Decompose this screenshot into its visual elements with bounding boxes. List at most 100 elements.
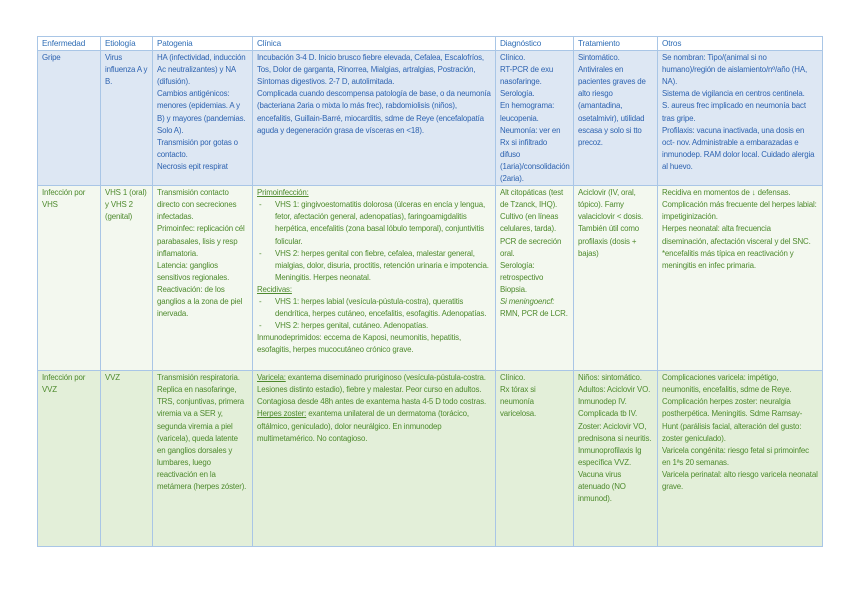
text: Varicela perinatal: alto riesgo varicela… [662, 469, 818, 491]
paragraph: HA (infectividad, inducción Ac neutraliz… [157, 52, 248, 88]
paragraph: Complicación más frecuente del herpes la… [662, 199, 818, 223]
paragraph: Si meningoencf: [500, 296, 569, 308]
text: Primoinfec: replicación cél parabasales,… [157, 224, 245, 258]
paragraph: Infección por VHS [42, 187, 96, 211]
paragraph: Transmisión respiratoria. Replica en nas… [157, 372, 248, 493]
column-header-enfermedad: Enfermedad [37, 35, 101, 52]
text: VHS 2: herpes genital con fiebre, cefale… [275, 248, 489, 282]
paragraph: Cultivo (en líneas celulares, tarda). [500, 211, 569, 235]
text: Recidiva en momentos de ↓ defensas. [662, 188, 791, 198]
text: HA (infectividad, inducción Ac neutraliz… [157, 53, 246, 87]
text: Rx tórax si neumonía varicelosa. [500, 385, 537, 419]
section-heading: Herpes zoster: [257, 409, 307, 419]
text: Biopsia. [500, 284, 527, 294]
text: Cambios antigénicos: menores (epidemias.… [157, 89, 246, 135]
text: Transmisión por gotas o contacto. [157, 137, 238, 159]
paragraph: Antivirales en pacientes graves de alto … [578, 64, 653, 149]
text: Sintomático. [578, 53, 620, 63]
text: Latencia: ganglios sensitivos regionales… [157, 260, 230, 282]
cell-enfermedad: Infección por VHS [37, 185, 101, 372]
paragraph: Inmunodeprimidos: eccema de Kaposi, neum… [257, 332, 491, 356]
text: Serología: retrospectivo [500, 260, 544, 282]
text: Sistema de vigilancia en centros centine… [662, 89, 805, 99]
paragraph: Sistema de vigilancia en centros centine… [662, 88, 818, 100]
text: Complicación herpes zoster: neuralgia po… [662, 397, 803, 443]
paragraph: Complicaciones varicela: impétigo, neumo… [662, 372, 818, 396]
paragraph: Herpes neonatal: alta frecuencia disemin… [662, 223, 818, 247]
text: Gripe [42, 53, 61, 63]
column-header-diagnostico: Diagnóstico [495, 35, 574, 52]
text: Incubación 3-4 D. Inicio brusco fiebre e… [257, 53, 484, 87]
text: Antivirales en pacientes graves de alto … [578, 65, 646, 147]
paragraph: Niños: sintomático. [578, 372, 653, 384]
paragraph: S. aureus frec implicado en neumonía bac… [662, 100, 818, 124]
text: Varicela congénita: riesgo fetal si prim… [662, 445, 809, 467]
paragraph: Cambios antigénicos: menores (epidemias.… [157, 88, 248, 136]
paragraph: Primoinfec: replicación cél parabasales,… [157, 223, 248, 259]
cell-otros: Se nombran: Tipo/(animal si no humano)/r… [657, 50, 823, 187]
text: Alt citopáticas (test de Tzanck, IHQ). [500, 188, 564, 210]
cell-diagnostico: Alt citopáticas (test de Tzanck, IHQ). Cu… [495, 185, 574, 372]
cell-patogenia: HA (infectividad, inducción Ac neutraliz… [152, 50, 253, 187]
text: Cultivo (en líneas celulares, tarda). [500, 212, 559, 234]
paragraph: Inmunoprofilaxis Ig específica VVZ. Vacu… [578, 445, 653, 505]
section-heading: Recidivas: [257, 284, 292, 294]
cell-otros: Complicaciones varicela: impétigo, neumo… [657, 370, 823, 548]
text: Necrosis epit respirat [157, 161, 228, 171]
text: Aciclovir (IV, oral, tópico). Famy valac… [578, 188, 644, 222]
text: VHS 2: herpes genital, cutáneo. Adenopat… [275, 321, 429, 331]
paragraph: Varicela perinatal: alto riesgo varicela… [662, 469, 818, 493]
cell-tratamiento: Niños: sintomático. Adultos: Aciclovir VO… [573, 370, 658, 548]
paragraph: Biopsia. [500, 284, 569, 296]
cell-patogenia: Transmisión contacto directo con secreci… [152, 185, 253, 372]
paragraph: Aciclovir (IV, oral, tópico). Famy valac… [578, 187, 653, 223]
bullet-item: VHS 1: herpes labial (vesícula-pústula-c… [257, 296, 491, 320]
paragraph: Primoinfección: [257, 187, 491, 199]
paragraph: *encefalitis más típica en reactivación … [662, 248, 818, 272]
paragraph: Varicela congénita: riesgo fetal si prim… [662, 445, 818, 469]
text: VHS 1 (oral) y VHS 2 (genital) [105, 188, 147, 222]
column-header-etiologia: Etiología [100, 35, 153, 52]
bullet-item: VHS 2: herpes genital, cutáneo. Adenopat… [257, 320, 491, 332]
text: Transmisión contacto directo con secreci… [157, 188, 237, 222]
cell-clinica: Primoinfección: VHS 1: gingivoestomatitis… [252, 185, 496, 372]
paragraph: Virus influenza A y B. [105, 52, 148, 88]
paragraph: Necrosis epit respirat [157, 161, 248, 173]
cell-etiologia: VHS 1 (oral) y VHS 2 (genital) [100, 185, 153, 372]
paragraph: Recidivas: [257, 284, 491, 296]
cell-etiologia: VVZ [100, 370, 153, 548]
text: Virus influenza A y B. [105, 53, 148, 87]
text: Clínico. [500, 373, 526, 383]
text: También útil como profilaxis (dosis + ba… [578, 224, 640, 258]
text: Herpes neonatal: alta frecuencia disemin… [662, 224, 811, 246]
paragraph: Clínico. [500, 52, 569, 64]
section-heading: Primoinfección: [257, 188, 309, 198]
text: Zoster: Aciclovir VO, prednisona si neur… [578, 421, 652, 443]
text: RMN, PCR de LCR. [500, 309, 568, 319]
paragraph: Varicela: exantema diseminado pruriginos… [257, 372, 491, 408]
text: Inmunoprofilaxis Ig específica VVZ. Vacu… [578, 445, 642, 504]
paragraph: Adultos: Aciclovir VO. Inmunodep IV. Com… [578, 384, 653, 420]
text: Neumonía: ver en Rx si infiltrado difuso… [500, 125, 570, 184]
text: Adultos: Aciclovir VO. Inmunodep IV. Com… [578, 385, 651, 419]
text: Niños: sintomático. [578, 373, 642, 383]
header-row: Enfermedad Etiología Patogenia Clínica Diagn… [37, 35, 823, 52]
column-header-tratamiento: Tratamiento [573, 35, 658, 52]
table-row-gripe: Gripe Virus influenza A y B. HA (infectivi… [37, 50, 823, 187]
paragraph: Latencia: ganglios sensitivos regionales… [157, 260, 248, 284]
text: VHS 1: gingivoestomatitis dolorosa (úlce… [275, 200, 486, 246]
text: S. aureus frec implicado en neumonía bac… [662, 101, 806, 123]
paragraph: PCR de secreción oral. [500, 236, 569, 260]
cell-clinica: Incubación 3-4 D. Inicio brusco fiebre e… [252, 50, 496, 187]
paragraph: Clínico. [500, 372, 569, 384]
text: VHS 1: herpes labial (vesícula-pústula-c… [275, 296, 487, 319]
section-heading: Varicela: [257, 373, 286, 383]
text: Complicada cuando descompensa patología … [257, 89, 491, 135]
text: VVZ [105, 373, 120, 383]
cell-tratamiento: Sintomático. Antivirales en pacientes gra… [573, 50, 658, 187]
cell-enfermedad: Gripe [37, 50, 101, 187]
cell-patogenia: Transmisión respiratoria. Replica en nas… [152, 370, 253, 548]
text: Profilaxis: vacuna inactivada, una dosis… [662, 125, 815, 171]
cell-tratamiento: Aciclovir (IV, oral, tópico). Famy valac… [573, 185, 658, 372]
paragraph: Transmisión por gotas o contacto. [157, 137, 248, 161]
